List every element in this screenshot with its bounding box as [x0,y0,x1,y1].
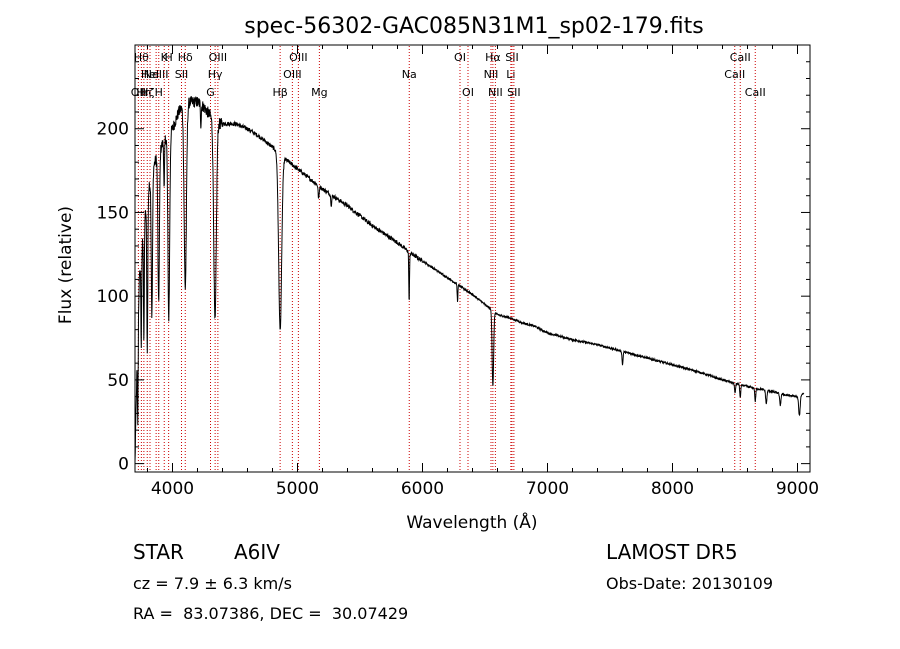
line-marker-label: OIII [289,51,307,64]
observation-date: Obs-Date: 20130109 [606,574,774,593]
y-tick-label: 100 [97,287,129,307]
line-marker-label: SII [505,51,518,64]
line-marker-label: OIII [283,68,301,81]
x-tick-label: 7000 [526,479,569,499]
line-marker-label: OI [454,51,466,64]
line-marker-label: Hζ [140,86,154,99]
line-marker-label: H [164,51,172,64]
y-axis-ticks: 0 50 100 150 200 [97,61,810,475]
y-tick-label: 50 [107,371,129,391]
object-class: STAR [133,540,184,564]
line-marker-label: OI [462,86,474,99]
line-markers: OIIHθHηHζHeINeIIIHKHSIIHδGHγOIIIHβOIIIOI… [131,46,766,471]
line-marker-label: CaII [730,51,751,64]
line-marker-label: Hδ [178,51,193,64]
y-tick-label: 0 [118,455,129,475]
line-marker-label: Hγ [208,68,223,81]
line-marker-label: NII [488,86,503,99]
y-tick-label: 150 [97,203,129,223]
line-marker-label: H [155,86,163,99]
spectrum-series [134,96,805,462]
line-marker-label: K [161,51,169,64]
y-tick-label: 200 [97,120,129,140]
chart-title: spec-56302-GAC085N31M1_sp02-179.fits [244,14,704,39]
x-axis-label: Wavelength (Å) [406,511,537,533]
line-marker-label: G [206,86,215,99]
coordinates-readout: RA = 83.07386, DEC = 30.07429 [133,604,409,623]
survey-name: LAMOST DR5 [606,540,738,564]
line-marker-label: NII [484,68,499,81]
line-marker-label: Li [506,68,515,81]
line-marker-label: Na [402,68,417,81]
line-marker-label: Hα [485,51,501,64]
x-tick-label: 4000 [151,479,194,499]
y-axis-label: Flux (relative) [56,206,76,324]
x-tick-label: 9000 [776,479,819,499]
line-marker-label: CaII [724,68,745,81]
line-marker-label: SII [507,86,520,99]
line-marker-label: Hθ [134,51,149,64]
line-marker-label: Hη [136,86,151,99]
x-tick-label: 5000 [276,479,319,499]
line-marker-label: NeIII [144,68,169,81]
spectrum-line [134,96,805,462]
x-tick-label: 8000 [651,479,694,499]
line-marker-label: CaII [745,86,766,99]
line-marker-label: Mg [311,86,327,99]
x-tick-label: 6000 [401,479,444,499]
line-marker-label: Hβ [272,86,287,99]
line-marker-label: SII [175,68,188,81]
line-marker-label: HeI [141,68,159,81]
object-subclass: A6IV [234,540,280,564]
redshift-readout: cz = 7.9 ± 6.3 km/s [133,574,292,593]
line-marker-label: OIII [209,51,227,64]
x-axis-ticks: 4000 5000 6000 7000 8000 9000 [147,45,819,499]
plot-frame [134,44,811,473]
